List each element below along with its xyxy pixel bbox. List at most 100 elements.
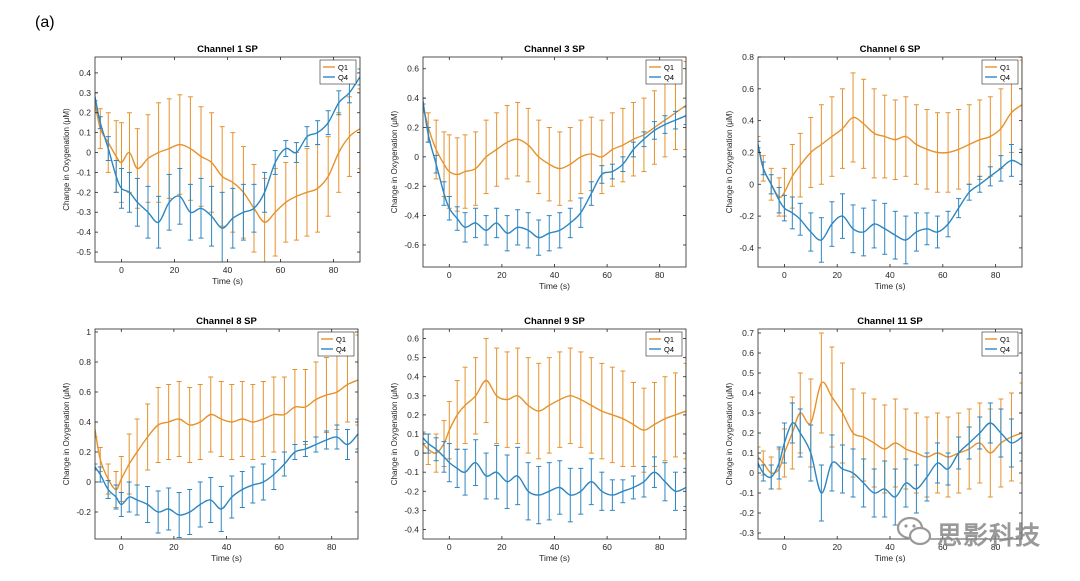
y-tick-label: 0 bbox=[414, 448, 419, 458]
legend-label: Q4 bbox=[338, 73, 348, 82]
series-layer bbox=[423, 338, 686, 525]
y-tick-label: 0.4 bbox=[742, 388, 754, 398]
y-tick-label: 0.2 bbox=[407, 410, 419, 420]
legend-label: Q1 bbox=[664, 335, 674, 344]
series-q1 bbox=[423, 338, 686, 473]
y-tick-label: -0.3 bbox=[76, 207, 91, 217]
x-tick-label: 40 bbox=[885, 270, 895, 280]
x-axis-label: Time (s) bbox=[875, 553, 906, 563]
legend-label: Q4 bbox=[664, 345, 674, 354]
series-line bbox=[423, 379, 686, 454]
y-tick-label: 0.5 bbox=[742, 368, 754, 378]
series-q4 bbox=[95, 418, 358, 538]
x-axis-label: Time (s) bbox=[212, 276, 243, 286]
y-tick-label: 0.4 bbox=[79, 68, 91, 78]
y-tick-label: -0.3 bbox=[404, 505, 419, 515]
y-tick-label: 0.4 bbox=[407, 372, 419, 382]
y-tick-label: -0.4 bbox=[404, 211, 419, 221]
x-tick-label: 0 bbox=[447, 270, 452, 280]
series-line bbox=[95, 102, 360, 223]
chart-title: Channel 3 SP bbox=[524, 44, 585, 55]
chart-panel-2: 0 20 40 60 80 -0.6 -0.4 -0.2 0 0.2 0.4 0.6 Channel 3… bbox=[390, 44, 687, 291]
legend-box bbox=[317, 331, 355, 357]
y-tick-label: 1 bbox=[86, 327, 91, 337]
y-tick-label: 0.7 bbox=[742, 328, 754, 338]
chart-title: Channel 6 SP bbox=[860, 44, 921, 55]
y-tick-label: 0.6 bbox=[407, 334, 419, 344]
legend-box bbox=[981, 331, 1019, 357]
series-layer bbox=[758, 332, 1022, 526]
y-tick-label: 0.2 bbox=[407, 122, 419, 132]
series-line bbox=[95, 379, 358, 491]
series-line bbox=[95, 76, 360, 229]
y-axis-label: Change in Oxygenation (μM) bbox=[62, 382, 71, 485]
legend-box bbox=[319, 59, 357, 85]
plot-area bbox=[758, 57, 1022, 267]
legend-label: Q1 bbox=[1000, 335, 1010, 344]
y-tick-label: 0.1 bbox=[79, 128, 91, 138]
y-tick-label: 0.8 bbox=[742, 52, 754, 62]
x-tick-label: 20 bbox=[169, 542, 179, 552]
x-tick-label: 60 bbox=[274, 542, 284, 552]
x-tick-label: 20 bbox=[832, 542, 842, 552]
y-tick-label: 0.2 bbox=[742, 428, 754, 438]
x-axis-label: Time (s) bbox=[875, 281, 906, 291]
y-axis-label: Change in Oxygenation (μM) bbox=[390, 382, 399, 485]
y-tick-label: 0.1 bbox=[742, 448, 754, 458]
y-tick-label: -0.4 bbox=[739, 243, 754, 253]
watermark-text: 思影科技 bbox=[937, 521, 1042, 550]
series-line bbox=[423, 100, 686, 239]
legend-label: Q4 bbox=[336, 345, 346, 354]
x-tick-label: 60 bbox=[602, 542, 612, 552]
x-tick-label: 0 bbox=[447, 542, 452, 552]
legend-label: Q4 bbox=[1000, 73, 1010, 82]
x-axis-label: Time (s) bbox=[211, 553, 242, 563]
series-q1 bbox=[423, 60, 686, 212]
series-line bbox=[758, 422, 1022, 498]
x-tick-label: 20 bbox=[497, 270, 507, 280]
y-tick-label: -0.1 bbox=[76, 167, 91, 177]
plot-area bbox=[423, 57, 686, 267]
y-tick-label: 0 bbox=[414, 152, 419, 162]
y-tick-label: 0.8 bbox=[79, 357, 91, 367]
x-tick-label: 20 bbox=[170, 265, 180, 275]
x-tick-label: 0 bbox=[782, 270, 787, 280]
y-tick-label: 0.5 bbox=[407, 353, 419, 363]
chart-title: Channel 9 SP bbox=[524, 316, 585, 327]
y-tick-label: 0.6 bbox=[742, 348, 754, 358]
series-q4 bbox=[95, 68, 360, 262]
plot-area bbox=[423, 329, 686, 539]
y-tick-label: 0 bbox=[86, 477, 91, 487]
legend-label: Q1 bbox=[664, 63, 674, 72]
chart-panel-1: 0 20 40 60 80 -0.5 -0.4 -0.3 -0.2 -0.1 0 0.1 0.2 0.3 0… bbox=[62, 44, 361, 286]
y-tick-label: 0.2 bbox=[79, 108, 91, 118]
wechat-logo-icon bbox=[896, 516, 932, 546]
y-tick-label: -0.2 bbox=[739, 211, 754, 221]
series-line bbox=[758, 381, 1022, 474]
y-tick-label: 0.4 bbox=[79, 417, 91, 427]
y-tick-label: -0.2 bbox=[76, 187, 91, 197]
plot-area bbox=[758, 329, 1022, 539]
y-axis-label: Change in Oxygenation (μM) bbox=[62, 108, 71, 211]
y-tick-label: 0 bbox=[86, 148, 91, 158]
series-layer bbox=[758, 59, 1022, 265]
plot-area bbox=[95, 329, 358, 539]
x-tick-label: 40 bbox=[222, 542, 232, 552]
legend-label: Q4 bbox=[1000, 345, 1010, 354]
series-q4 bbox=[758, 140, 1022, 265]
series-line bbox=[95, 433, 358, 516]
y-tick-label: 0.6 bbox=[79, 387, 91, 397]
y-tick-label: 0.3 bbox=[742, 408, 754, 418]
series-q4 bbox=[423, 431, 686, 525]
series-q4 bbox=[758, 402, 1022, 526]
x-tick-label: 80 bbox=[655, 542, 665, 552]
x-tick-label: 80 bbox=[655, 270, 665, 280]
legend-box bbox=[645, 59, 683, 85]
x-tick-label: 0 bbox=[119, 542, 124, 552]
y-tick-label: 0 bbox=[749, 179, 754, 189]
chart-panel-4: 0 20 40 60 80 -0.2 0 0.2 0.4 0.6 0.8 1 Channel 8 SP T… bbox=[62, 316, 359, 563]
